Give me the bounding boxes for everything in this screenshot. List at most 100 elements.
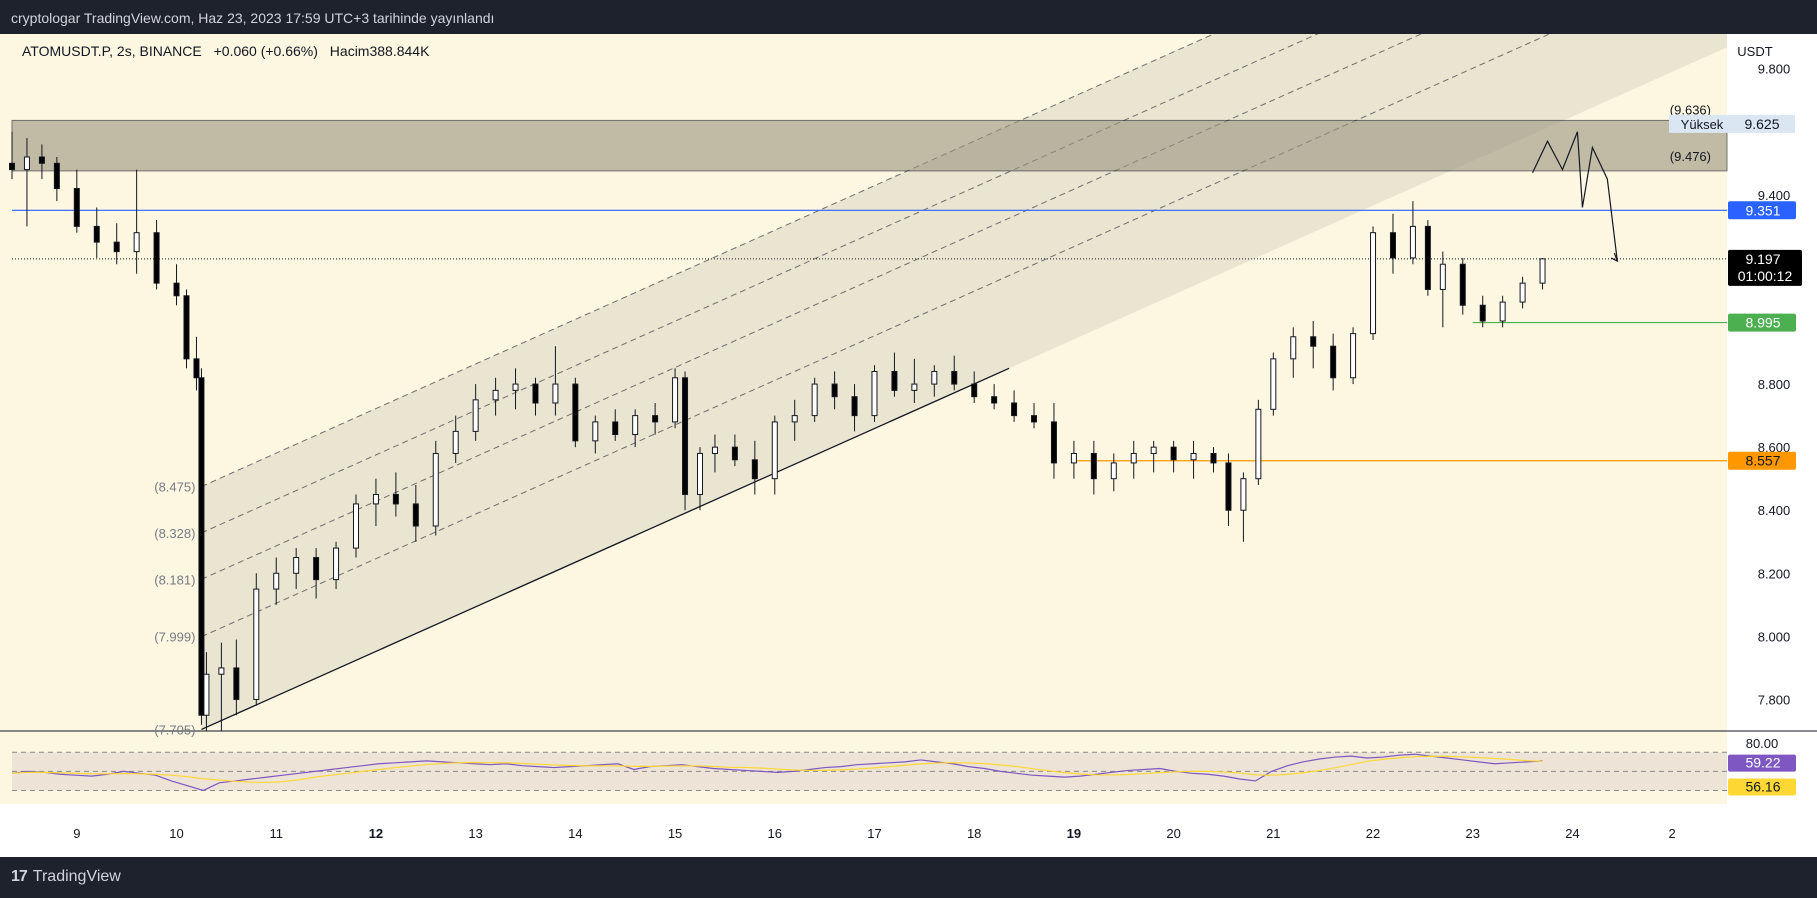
candle bbox=[412, 503, 419, 527]
candle bbox=[851, 396, 858, 417]
candle bbox=[532, 383, 539, 404]
candle bbox=[871, 370, 878, 417]
time-axis-background bbox=[0, 804, 1817, 857]
candle bbox=[233, 667, 240, 700]
resistance-zone bbox=[11, 119, 1728, 172]
projection-path bbox=[1532, 131, 1618, 262]
time-tick: 23 bbox=[1466, 826, 1480, 841]
candle bbox=[1110, 462, 1117, 480]
current-price-badge-bg bbox=[1728, 249, 1802, 286]
candle bbox=[113, 241, 120, 253]
candle bbox=[991, 396, 998, 404]
candle bbox=[512, 383, 519, 391]
candle bbox=[203, 673, 210, 716]
rsi-value-badge: 59.22 bbox=[1745, 755, 1780, 771]
candle bbox=[771, 421, 778, 480]
rsi-ma-line bbox=[11, 755, 1543, 784]
candle bbox=[9, 162, 15, 171]
time-tick: 24 bbox=[1565, 826, 1579, 841]
price-tick: 7.800 bbox=[1758, 692, 1791, 707]
zone-top-label: (9.636) bbox=[1670, 102, 1711, 117]
symbol-legend: ATOMUSDT.P, 2s, BINANCE +0.060 (+0.66%) … bbox=[22, 43, 429, 59]
candle bbox=[253, 588, 260, 700]
time-tick: 12 bbox=[369, 826, 383, 841]
candle bbox=[731, 446, 738, 461]
candle bbox=[73, 188, 80, 227]
candle bbox=[1190, 452, 1197, 461]
rsi-tick: 80.00 bbox=[1746, 736, 1779, 751]
candle bbox=[293, 557, 300, 574]
time-tick: 20 bbox=[1166, 826, 1180, 841]
candle bbox=[38, 156, 45, 164]
candle bbox=[911, 383, 918, 391]
brand-name: TradingView bbox=[32, 868, 121, 885]
badge-green-bg bbox=[1728, 313, 1796, 332]
candle bbox=[1031, 415, 1038, 423]
candle bbox=[1519, 282, 1526, 303]
candle bbox=[472, 399, 479, 432]
candle bbox=[1459, 263, 1466, 306]
volume-value: 388.844K bbox=[369, 43, 430, 59]
rsi-badge-bg bbox=[1728, 754, 1796, 772]
candle bbox=[153, 232, 160, 284]
symbol-label: ATOMUSDT.P, 2s, BINANCE bbox=[22, 43, 202, 59]
fib-label-0: (8.475) bbox=[154, 480, 195, 495]
candle bbox=[572, 383, 579, 442]
candle bbox=[372, 493, 379, 505]
candle bbox=[133, 232, 140, 253]
candle bbox=[452, 430, 459, 454]
candle bbox=[1424, 225, 1431, 290]
zone-bottom-label: (9.476) bbox=[1670, 149, 1711, 164]
rsi-line bbox=[11, 753, 1543, 792]
change-label: +0.060 (+0.66%) bbox=[213, 43, 318, 59]
candle bbox=[1170, 446, 1177, 461]
candle bbox=[1310, 336, 1317, 347]
time-tick: 11 bbox=[269, 826, 283, 841]
candle bbox=[173, 282, 180, 297]
candle bbox=[831, 383, 838, 398]
candle bbox=[1479, 304, 1486, 322]
channel-base-line bbox=[201, 367, 1010, 731]
candle bbox=[1350, 333, 1357, 379]
candle bbox=[696, 452, 703, 495]
candle bbox=[198, 377, 205, 716]
countdown-label: 01:00:12 bbox=[1738, 268, 1793, 284]
candle bbox=[891, 370, 898, 391]
candle bbox=[1370, 232, 1377, 335]
candle bbox=[193, 358, 200, 379]
badge-orange-bg bbox=[1728, 451, 1796, 470]
tradingview-logo-icon: 17 bbox=[11, 868, 28, 885]
bottom-bar bbox=[0, 857, 1817, 898]
candle bbox=[791, 415, 798, 423]
candle bbox=[352, 503, 359, 549]
candle bbox=[1070, 452, 1077, 464]
candle bbox=[1409, 225, 1416, 259]
candle bbox=[313, 557, 320, 581]
candle bbox=[592, 421, 599, 442]
candle bbox=[1539, 258, 1546, 284]
price-tick: 8.000 bbox=[1758, 629, 1791, 644]
price-tick: 8.400 bbox=[1758, 503, 1791, 518]
publish-title: cryptologar TradingView.com, Haz 23, 202… bbox=[11, 10, 495, 26]
price-tick: 8.600 bbox=[1758, 440, 1791, 455]
time-tick: 10 bbox=[169, 826, 183, 841]
candle bbox=[1210, 452, 1217, 464]
candle bbox=[951, 370, 958, 385]
top-bar: cryptologar TradingView.com, Haz 23, 202… bbox=[0, 0, 1817, 34]
badge-blue: 9.351 bbox=[1745, 202, 1780, 218]
time-tick: 15 bbox=[668, 826, 682, 841]
fib-label-1: (8.328) bbox=[154, 526, 195, 541]
time-tick: 14 bbox=[568, 826, 582, 841]
brand[interactable]: 17 TradingView bbox=[11, 868, 121, 886]
candle bbox=[1130, 452, 1137, 464]
chart[interactable]: (8.475) (8.328) (8.181) (7.999) (7.705) (9.63… bbox=[0, 34, 1817, 857]
candle bbox=[392, 493, 399, 505]
price-tick: 8.200 bbox=[1758, 566, 1791, 581]
candle bbox=[1050, 421, 1057, 464]
candle bbox=[53, 162, 60, 190]
rsi-ma-badge-bg bbox=[1728, 778, 1796, 796]
candle bbox=[183, 295, 190, 360]
channel-line-3 bbox=[201, 34, 1551, 638]
time-tick: 21 bbox=[1266, 826, 1280, 841]
candle bbox=[632, 415, 639, 436]
